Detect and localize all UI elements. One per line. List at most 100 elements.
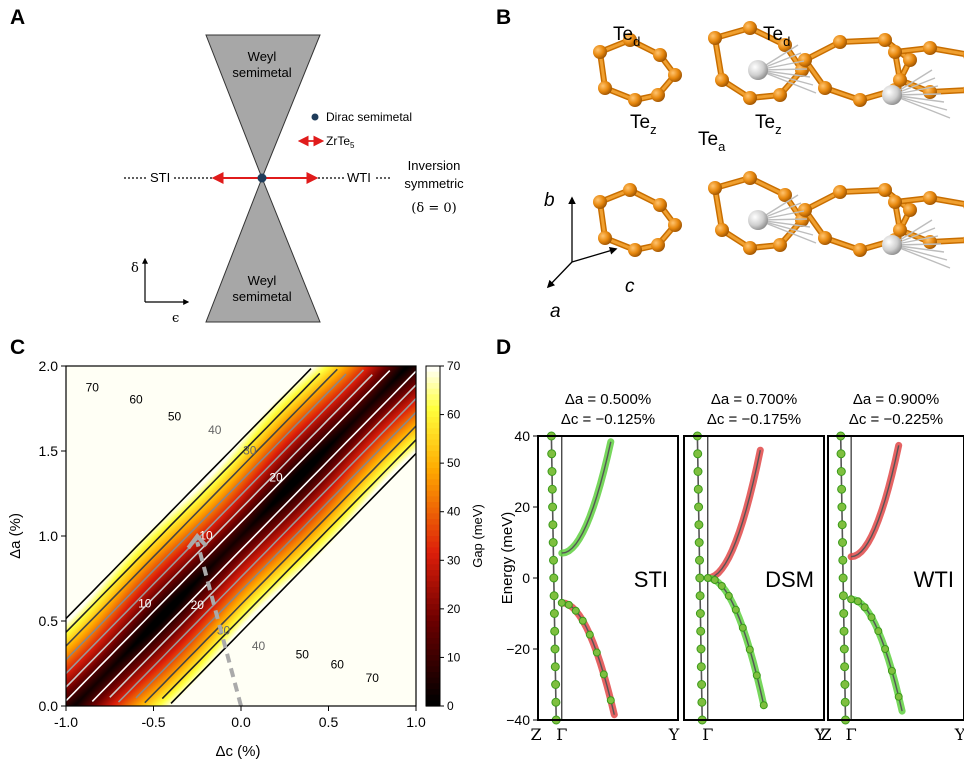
zr-te-bond [891,94,951,119]
colorbar-swatch [426,598,440,605]
colorbar-swatch [426,626,440,633]
band-point [695,573,705,583]
band-point [839,626,849,636]
phase-label: STI [634,567,668,592]
colorbar-swatch [426,405,440,412]
te-atom [628,243,642,257]
band-point [745,645,754,654]
band-point [724,591,733,600]
band-point [599,670,608,679]
conduction-band-glow [558,438,615,557]
band-point [840,680,850,689]
colorbar-swatch [426,462,440,469]
band-frame [683,435,825,721]
band-point [696,644,706,654]
band-point [547,484,557,494]
band-point [840,697,850,707]
band-point [564,600,573,609]
colorbar-tick-label: 50 [447,456,461,470]
te-atom [923,191,937,205]
band-point [695,591,705,601]
band-point [696,626,706,636]
colorbar-swatch [426,683,440,690]
gap-heatmap [66,366,416,706]
gap-heatmap-panel: 70 60 50 40 30 20 10 10 20 30 40 50 60 70 -1.0 -0.5 0.0 0… [0,330,490,760]
colorbar-swatch [426,592,440,599]
band-point [551,697,561,707]
x-tick-label: 1.0 [406,714,426,730]
band-y-tick-label: 0 [522,570,530,586]
band-point [578,616,587,625]
y-tick-label: 0.0 [39,698,59,714]
band-point [838,573,848,583]
band-point [694,520,704,530]
contour-line [65,368,312,620]
contour-label: 10 [199,528,213,542]
colorbar-swatch [426,553,440,560]
kpoint-label-y: Y [814,725,826,744]
band-point [548,502,558,512]
te-atom [778,188,792,202]
te-atom [773,238,787,252]
colorbar-swatch [426,649,440,656]
te-atom [888,195,902,209]
band-point [752,671,761,680]
te-atom [743,91,757,105]
colorbar-swatch [426,519,440,526]
top-cone-label-2: semimetal [232,65,291,80]
contour-line [144,425,417,704]
te-atom [623,183,637,197]
atom-label-tez-2: Tez [755,112,782,137]
colorbar-swatch [426,422,440,429]
atom-label-ted-1: Ted [613,24,640,49]
te-atom [778,38,792,52]
te-atom [708,31,722,45]
contour-label: 50 [168,409,182,423]
y-tick-label: 1.5 [39,443,59,459]
contour-label: 50 [296,647,310,661]
colorbar-tick-label: 20 [447,602,461,616]
colorbar-swatch [426,581,440,588]
band-title-dc: Δc = −0.225% [849,411,943,428]
band-point [547,449,557,459]
crystal-layer-bottom [593,171,964,269]
band-y-tick-label: 40 [514,428,530,444]
kpoint-label-gamma: Γ [556,725,567,744]
colorbar-swatch [426,479,440,486]
colorbar-swatch [426,575,440,582]
band-point [836,467,846,476]
te-atom [708,181,722,195]
epsilon-axis-label: ϵ [172,311,179,326]
te-atom [878,33,892,47]
contour-line [135,411,417,699]
band-point [860,603,869,612]
band-point [694,538,704,547]
colorbar-swatch [426,445,440,452]
kpoint-label-z: Z [820,725,831,744]
x-tick-label: 0.5 [319,714,339,730]
band-point [694,502,704,512]
band-point [693,467,703,476]
band-point [548,538,558,547]
band-point [547,467,557,476]
band-point [836,449,846,459]
te-atom [598,231,612,245]
phase-label: WTI [914,567,954,592]
bottom-cone-label-1: Weyl [248,273,277,288]
band-point [838,555,848,565]
contour-label: 60 [129,392,143,406]
colorbar-swatch [426,530,440,537]
colorbar-swatch [426,434,440,441]
colorbar-swatch [426,394,440,401]
te-atom [798,53,812,67]
colorbar-swatch [426,473,440,480]
band-point [837,484,847,494]
contour-line [65,368,338,647]
conduction-band [561,441,612,554]
colorbar-swatch [426,366,440,373]
axis-a-arrow [546,261,573,289]
band-point [710,575,719,584]
colorbar-swatch [426,558,440,565]
contour-label: 40 [208,423,222,437]
colorbar-swatch [426,570,440,577]
